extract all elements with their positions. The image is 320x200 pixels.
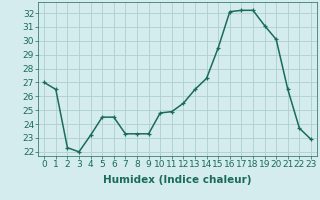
X-axis label: Humidex (Indice chaleur): Humidex (Indice chaleur)	[103, 175, 252, 185]
